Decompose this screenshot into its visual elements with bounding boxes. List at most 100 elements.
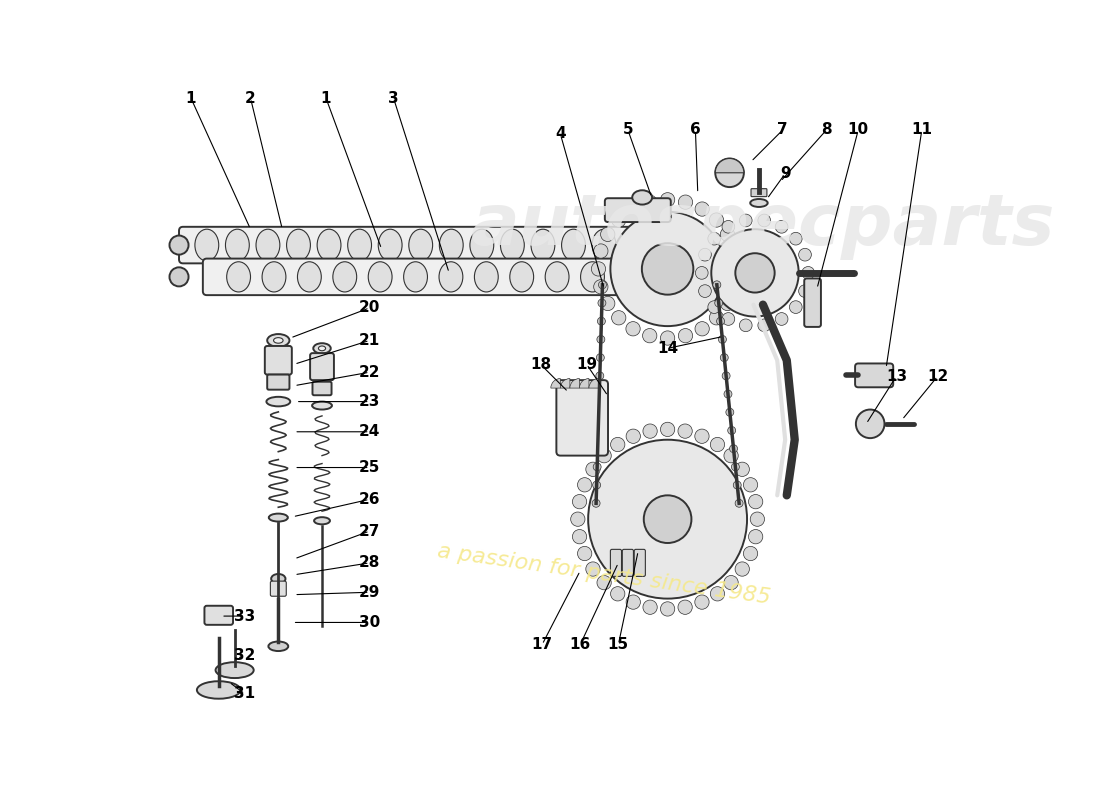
Circle shape — [729, 262, 744, 276]
Ellipse shape — [378, 229, 403, 261]
FancyBboxPatch shape — [310, 353, 334, 380]
Circle shape — [612, 310, 626, 325]
Text: 8: 8 — [822, 122, 832, 138]
FancyBboxPatch shape — [855, 363, 893, 387]
Circle shape — [708, 232, 720, 245]
Circle shape — [169, 267, 188, 286]
Ellipse shape — [470, 229, 494, 261]
Circle shape — [695, 595, 710, 610]
Text: 32: 32 — [234, 648, 255, 663]
Text: 7: 7 — [778, 122, 788, 138]
Circle shape — [724, 390, 732, 398]
Ellipse shape — [632, 190, 652, 205]
Circle shape — [594, 426, 602, 434]
Circle shape — [695, 429, 710, 443]
Ellipse shape — [262, 262, 286, 292]
Ellipse shape — [256, 229, 279, 261]
Text: 15: 15 — [608, 637, 629, 652]
Circle shape — [720, 227, 735, 242]
Ellipse shape — [267, 334, 289, 346]
Circle shape — [610, 586, 625, 601]
FancyBboxPatch shape — [267, 374, 289, 390]
Circle shape — [776, 221, 788, 233]
Ellipse shape — [348, 229, 372, 261]
Text: 29: 29 — [359, 585, 381, 600]
Circle shape — [594, 445, 602, 453]
Wedge shape — [588, 378, 598, 388]
Circle shape — [596, 372, 604, 380]
Text: 11: 11 — [911, 122, 933, 138]
Circle shape — [724, 449, 738, 463]
Text: autospecparts: autospecparts — [471, 190, 1055, 260]
Ellipse shape — [500, 229, 525, 261]
Circle shape — [595, 408, 603, 416]
Circle shape — [698, 248, 712, 261]
Text: 19: 19 — [576, 357, 597, 372]
Ellipse shape — [315, 517, 330, 524]
Circle shape — [720, 296, 735, 310]
Circle shape — [598, 299, 606, 307]
Circle shape — [660, 422, 674, 437]
Circle shape — [593, 481, 601, 489]
Ellipse shape — [287, 229, 310, 261]
Text: 26: 26 — [359, 492, 381, 507]
Text: 13: 13 — [886, 369, 907, 384]
Circle shape — [735, 562, 749, 576]
Circle shape — [724, 575, 738, 590]
Ellipse shape — [581, 262, 604, 292]
Circle shape — [678, 424, 692, 438]
Circle shape — [626, 202, 640, 216]
Ellipse shape — [616, 262, 640, 292]
Circle shape — [597, 575, 612, 590]
Circle shape — [734, 481, 741, 489]
Ellipse shape — [546, 262, 569, 292]
Circle shape — [596, 354, 604, 362]
Text: 6: 6 — [690, 122, 701, 138]
Ellipse shape — [404, 262, 428, 292]
Ellipse shape — [226, 229, 250, 261]
FancyBboxPatch shape — [751, 189, 767, 197]
Circle shape — [712, 229, 799, 317]
Circle shape — [610, 212, 725, 326]
Circle shape — [748, 530, 762, 544]
Circle shape — [644, 495, 692, 543]
Text: 23: 23 — [359, 394, 381, 409]
FancyBboxPatch shape — [635, 550, 646, 576]
Circle shape — [718, 335, 726, 343]
Text: 10: 10 — [848, 122, 869, 138]
Circle shape — [729, 445, 737, 453]
Circle shape — [695, 266, 708, 279]
Text: 20: 20 — [359, 300, 381, 315]
FancyBboxPatch shape — [605, 198, 671, 222]
Circle shape — [601, 227, 615, 242]
Circle shape — [727, 244, 741, 258]
FancyBboxPatch shape — [265, 346, 292, 374]
Text: 14: 14 — [657, 341, 679, 356]
Text: 2: 2 — [245, 90, 256, 106]
Circle shape — [713, 281, 721, 289]
Circle shape — [695, 322, 710, 336]
Circle shape — [571, 512, 585, 526]
Circle shape — [744, 546, 758, 561]
Circle shape — [723, 372, 730, 380]
Text: 17: 17 — [531, 637, 552, 652]
Ellipse shape — [272, 574, 286, 583]
Ellipse shape — [317, 229, 341, 261]
Ellipse shape — [509, 262, 534, 292]
Circle shape — [594, 280, 608, 294]
Ellipse shape — [314, 343, 331, 354]
Circle shape — [739, 319, 752, 332]
Ellipse shape — [195, 229, 219, 261]
Circle shape — [588, 440, 747, 598]
Circle shape — [748, 494, 762, 509]
Text: 25: 25 — [359, 460, 381, 475]
Circle shape — [790, 232, 802, 245]
Text: 5: 5 — [623, 122, 634, 138]
Ellipse shape — [227, 262, 251, 292]
Circle shape — [799, 248, 812, 261]
Ellipse shape — [750, 199, 768, 207]
Circle shape — [593, 463, 601, 471]
Ellipse shape — [531, 229, 554, 261]
Circle shape — [722, 313, 735, 326]
Text: a passion for parts since 1985: a passion for parts since 1985 — [436, 542, 772, 608]
